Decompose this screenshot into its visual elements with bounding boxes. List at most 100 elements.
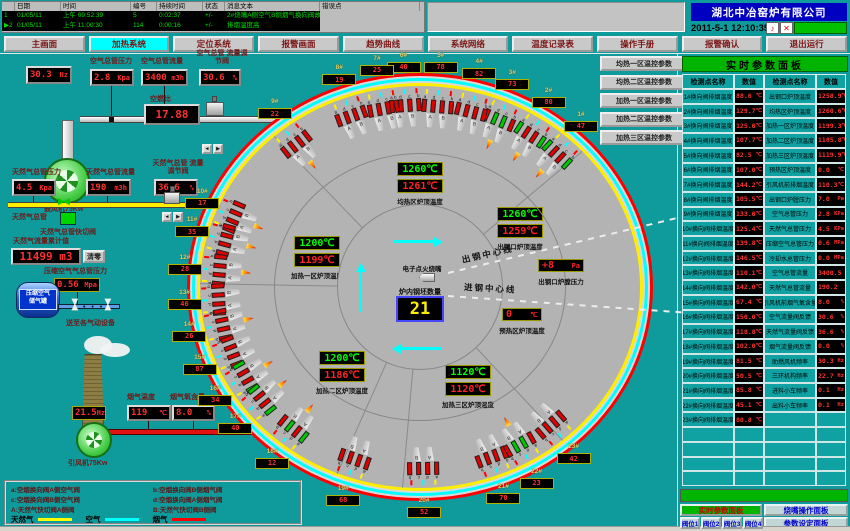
pneumatic-label: 送至各气动设备: [66, 320, 115, 327]
burner-id-label: 1#: [577, 110, 585, 118]
connector: [148, 421, 149, 429]
gas-pressure-display: 4.5 Kpa: [12, 179, 56, 196]
param-name: [682, 427, 734, 442]
param-name: [682, 471, 734, 486]
tab-8[interactable]: 报警确认: [681, 36, 763, 52]
alarm-sound-icon[interactable]: ♪: [766, 22, 779, 34]
pneumatic-valve-icon[interactable]: ▶◀: [70, 298, 81, 309]
zone-param-button-1[interactable]: 均热二区温控参数: [600, 74, 688, 90]
param-name: 7#换向阀排烟温度: [682, 177, 734, 192]
nav-tabs: 主画面 加热系统 定位系统 报警画面 趋势曲线 系统网络 温度记录表 操作手册 报警确认 退出运行: [4, 36, 848, 52]
burner-cone-icon: A: [358, 439, 373, 456]
tab-2[interactable]: 定位系统: [173, 36, 255, 52]
burner-cone-icon: B: [355, 119, 370, 136]
alarm-col-header: 时间: [61, 2, 131, 11]
legend-line-label: 天然气: [11, 515, 34, 524]
zone-param-button-0[interactable]: 均热一区温控参数: [600, 56, 688, 71]
alarm-row[interactable]: ▶2 01/05/11 上午 11:00:30 114 0:00:16 +/- 排烟温度高: [2, 21, 320, 31]
gas-valve-close-button[interactable]: ◄: [162, 212, 172, 222]
burner-panel-button[interactable]: 烧嘴操作面板: [764, 504, 848, 516]
alarm-mute-icon[interactable]: ✕: [780, 22, 793, 34]
tank-label: 压缩空气 储气罐: [19, 289, 57, 310]
param-value: 190.2: [816, 280, 846, 295]
param-value: 36.6%: [816, 324, 846, 339]
divider: [0, 53, 850, 54]
valve-position-button-3[interactable]: 阀位3: [722, 517, 742, 529]
legend-line-sample: [37, 518, 72, 521]
tab-4[interactable]: 趋势曲线: [342, 36, 424, 52]
tab-9[interactable]: 退出运行: [766, 36, 848, 52]
pneumatic-valve-icon[interactable]: ▶◀: [103, 298, 114, 309]
param-name: 压缩空气总管压力: [764, 236, 816, 251]
param-row: 8#换向阀排烟温度 105.5 ℃ 出钢口炉膛压力 7.0 Pa: [682, 191, 848, 207]
gas-valve-open-button[interactable]: ▶: [173, 212, 183, 222]
air-main-pipe: [80, 116, 396, 123]
alarm-detail-box: [427, 2, 685, 32]
param-name: [682, 441, 734, 457]
dots: • • •: [83, 304, 105, 311]
valve-position-button-1[interactable]: 阀位1: [680, 517, 700, 529]
id-fan-icon[interactable]: [76, 422, 112, 458]
burner-id-label: 21#: [497, 482, 509, 490]
param-value: 118.8 ℃: [734, 324, 764, 339]
param-row: 7#换向阀排烟温度 144.2 ℃ 引风机前排烟温度 110.3 ℃: [682, 177, 848, 192]
bottom-strip: [0, 526, 850, 531]
param-value: 110.1 ℃: [734, 265, 764, 281]
zone-param-button-4[interactable]: 加热三区温控参数: [600, 130, 688, 145]
param-value: 80.8 ℃: [734, 412, 764, 428]
id-fan-frequency-display: 21.5 Hz: [72, 406, 106, 420]
tab-0[interactable]: 主画面: [4, 36, 85, 52]
zone-param-button-2[interactable]: 加热一区温控参数: [600, 93, 688, 108]
param-name: [764, 441, 816, 457]
burner-id-label: 6#: [399, 51, 408, 59]
gas-quick-cut-valve-indicator[interactable]: [60, 212, 76, 225]
param-value: 4.5 KPa: [816, 221, 846, 237]
valve-position-button-2[interactable]: 阀位2: [701, 517, 721, 529]
gas-main-pipe: [8, 202, 216, 208]
realtime-panel-button[interactable]: 实时参数面板: [680, 504, 762, 516]
tab-6[interactable]: 温度记录表: [512, 36, 593, 52]
burner-id-label: 23#: [568, 443, 579, 451]
param-value: 107.7 ℃: [734, 133, 764, 148]
alarm-col-header: 日期: [15, 2, 61, 11]
legend-row: A:天然气快切阀A侧阀 B:天然气快切阀B侧阀: [11, 507, 217, 514]
legend-row: c:空烟换向阀B侧空气阀 d:空烟换向阀A侧烟气阀: [11, 497, 223, 504]
comp-air-pressure-display: 0.56 Mpa: [54, 278, 100, 292]
burner-cone-icon: B: [228, 309, 244, 323]
burner-id-label: 14#: [183, 320, 195, 328]
air-pressure-display: 2.8 Kpa: [90, 69, 134, 86]
burner-value-display: 12: [255, 457, 290, 469]
param-name: 1#换向阀排烟温度: [682, 89, 734, 104]
param-name: 出钢口炉顶温度: [764, 89, 816, 104]
param-value: 125.0 ℃: [734, 118, 764, 134]
param-value: 110.3 ℃: [816, 177, 846, 192]
param-value: 85.8 ℃: [734, 383, 764, 398]
burner-cone-icon: A: [424, 113, 436, 128]
alarm-row[interactable]: 1 01/05/11 上午 09:52:39 5 0:02:37 +/- 2#烧嘴A侧空气B…: [2, 11, 320, 21]
tab-7[interactable]: 操作手册: [596, 36, 678, 52]
burner-cone-icon: B: [437, 114, 449, 129]
air-flow-valve-icon[interactable]: [206, 102, 224, 116]
preheat-temp-display: 0 ℃: [502, 308, 542, 321]
param-value: 3400.5: [816, 265, 846, 281]
gas-quick-cut-valve-icon[interactable]: ▶◀: [58, 196, 70, 206]
param-row: 11#换向阀排烟温度 139.8 ℃ 压缩空气总管压力 0.6 MPa: [682, 236, 848, 251]
param-value: [816, 456, 846, 472]
zone-param-button-3[interactable]: 加热二区温控参数: [600, 111, 688, 127]
flue-temp-label: 烟气温度: [127, 394, 155, 401]
valve-position-button-4[interactable]: 阀位4: [743, 517, 763, 529]
air-valve-display: 30.6%: [199, 69, 241, 86]
gas-flow-valve-icon[interactable]: [164, 192, 180, 204]
param-table-header: 检测点名称 数值 检测点名称 数值: [682, 74, 848, 89]
air-valve-close-button[interactable]: ◄: [202, 144, 212, 154]
burner-id-label: 4#: [475, 58, 483, 66]
gas-total-reset-button[interactable]: 清零: [83, 250, 105, 263]
air-valve-open-button[interactable]: ▶: [213, 144, 223, 154]
tab-3[interactable]: 报警画面: [258, 36, 339, 52]
param-row: 19#换向阀排烟温度 81.5 ℃ 助燃风机频率 30.3 Hz: [682, 353, 848, 369]
tab-5[interactable]: 系统网络: [427, 36, 509, 52]
param-name: 进料小车频率: [764, 383, 816, 398]
tab-1[interactable]: 加热系统: [88, 36, 170, 52]
